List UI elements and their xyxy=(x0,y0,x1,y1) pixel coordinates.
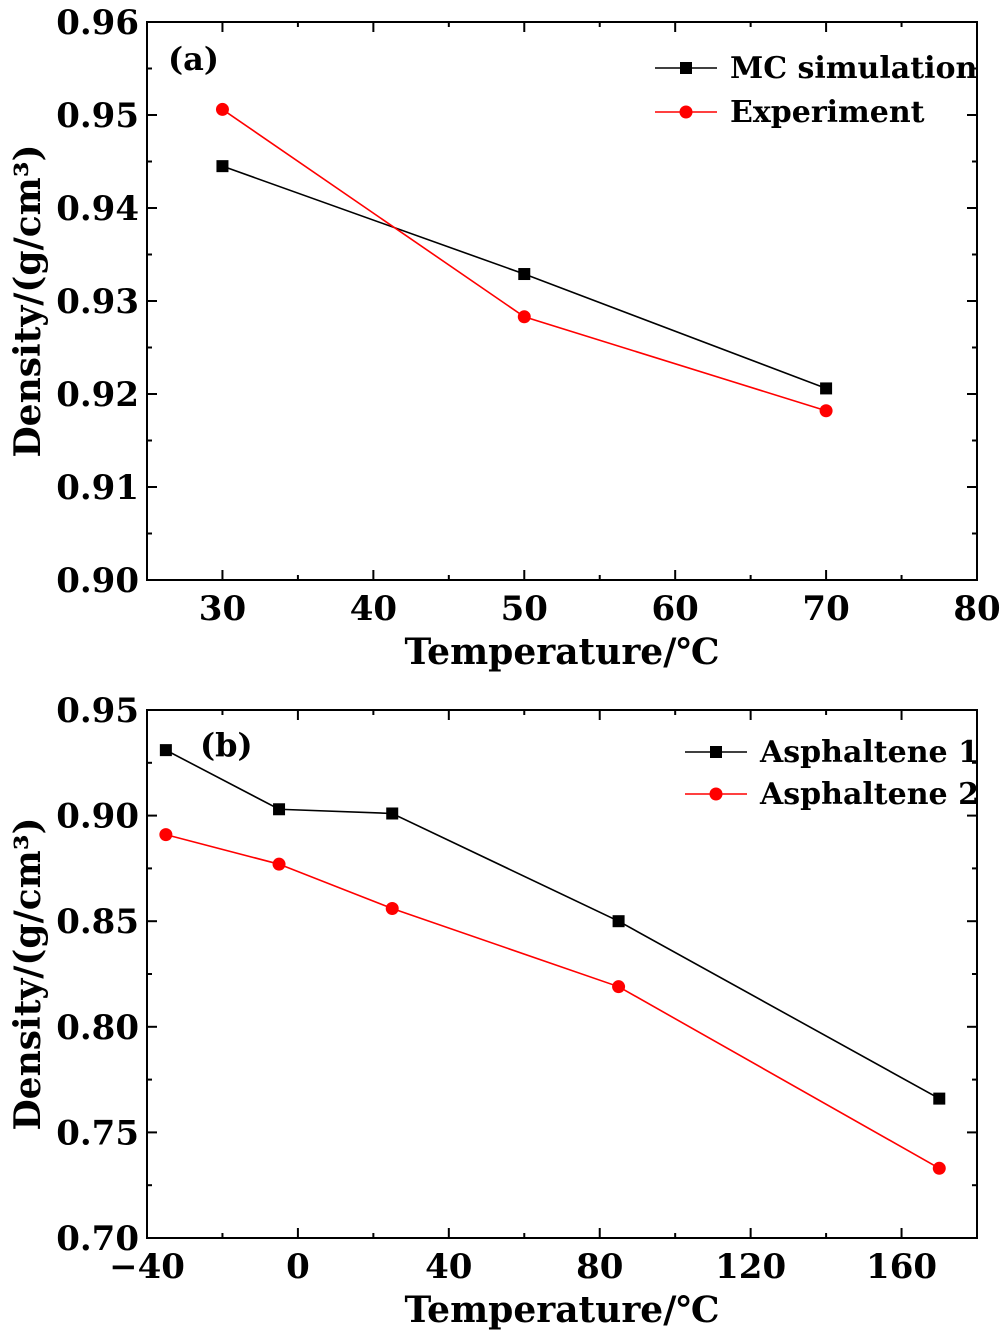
legend-entry: Asphaltene 2 xyxy=(685,777,979,812)
data-point xyxy=(385,902,399,916)
panel-label: (b) xyxy=(200,726,253,764)
panel-label: (a) xyxy=(168,40,219,78)
legend-entry: Experiment xyxy=(655,95,925,130)
data-point xyxy=(612,980,626,994)
data-point xyxy=(216,160,229,173)
y-tick-label: 0.80 xyxy=(56,1008,139,1048)
y-tick-label: 0.96 xyxy=(56,3,139,43)
series-mc-simulation xyxy=(216,160,833,395)
y-tick-label: 0.95 xyxy=(56,691,139,731)
y-tick-label: 0.90 xyxy=(56,561,139,601)
chart-panel-a: 30 40 50 60 70 80 0.90 0.91 0.92 0.93 0.94 0.95 0.96… xyxy=(7,3,1000,673)
y-tick-label: 0.70 xyxy=(56,1219,139,1259)
series-asphaltene-1 xyxy=(159,744,946,1105)
x-tick-label: 80 xyxy=(953,589,1000,629)
legend-label: Asphaltene 2 xyxy=(759,777,979,812)
data-point xyxy=(159,744,172,757)
data-point xyxy=(819,404,833,418)
series-experiment xyxy=(215,102,833,418)
x-tick-label: 50 xyxy=(501,589,548,629)
x-tick-label: 80 xyxy=(576,1247,623,1287)
series-line xyxy=(165,833,940,1170)
x-tick-label: 160 xyxy=(866,1247,937,1287)
legend-marker xyxy=(710,746,722,758)
legend-label: MC simulation xyxy=(730,51,977,86)
x-axis-title: Temperature/℃ xyxy=(405,1289,720,1331)
legend-marker xyxy=(679,105,693,119)
data-point xyxy=(612,915,625,928)
x-tick-label: 40 xyxy=(350,589,397,629)
data-point xyxy=(272,857,286,871)
legend-marker xyxy=(680,62,692,74)
y-axis-title: Density/(g/cm³) xyxy=(7,144,49,457)
legend-entry: Asphaltene 1 xyxy=(685,735,979,770)
data-point xyxy=(933,1092,946,1105)
y-tick-label: 0.92 xyxy=(56,375,139,415)
data-point xyxy=(215,102,229,116)
legend-entry: MC simulation xyxy=(655,51,977,86)
data-point xyxy=(517,310,531,324)
series-asphaltene-2 xyxy=(159,828,946,1175)
x-tick-label: 70 xyxy=(802,589,849,629)
y-tick-label: 0.95 xyxy=(56,96,139,136)
data-point xyxy=(932,1161,946,1175)
data-point xyxy=(273,803,286,816)
data-point xyxy=(518,268,531,281)
x-tick-label: 0 xyxy=(286,1247,310,1287)
x-tick-label: 120 xyxy=(715,1247,786,1287)
x-axis-title: Temperature/℃ xyxy=(405,631,720,673)
y-tick-label: 0.91 xyxy=(56,468,139,508)
y-tick-label: 0.85 xyxy=(56,902,139,942)
data-point xyxy=(820,382,833,395)
series-line xyxy=(222,108,827,412)
legend-marker xyxy=(709,787,723,801)
data-point xyxy=(386,807,399,820)
x-tick-label: 60 xyxy=(652,589,699,629)
legend-label: Experiment xyxy=(730,95,925,130)
x-tick-label: 30 xyxy=(199,589,246,629)
x-tick-label: −40 xyxy=(109,1247,185,1287)
x-tick-label: 40 xyxy=(425,1247,472,1287)
data-point xyxy=(159,828,173,842)
y-tick-label: 0.94 xyxy=(56,189,139,229)
y-axis-title: Density/(g/cm³) xyxy=(7,817,49,1130)
chart-panel-b: −40 0 40 80 120 160 0.70 0.75 0.80 0.85 0.90 0.95 Te… xyxy=(7,691,979,1331)
y-tick-label: 0.90 xyxy=(56,797,139,837)
legend-label: Asphaltene 1 xyxy=(759,735,979,770)
y-tick-label: 0.93 xyxy=(56,282,139,322)
y-tick-label: 0.75 xyxy=(56,1113,139,1153)
